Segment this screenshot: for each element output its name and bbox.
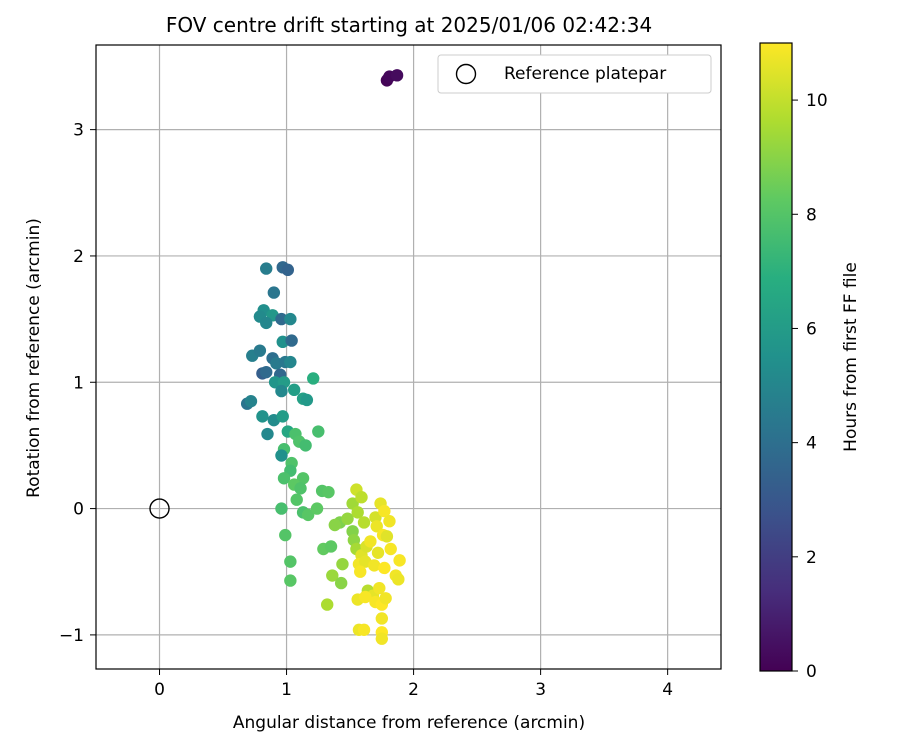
- data-point: [354, 565, 367, 578]
- data-point: [279, 528, 292, 542]
- data-point: [390, 69, 404, 82]
- data-point: [244, 395, 258, 408]
- y-axis-label: Rotation from reference (arcmin): [24, 218, 44, 498]
- data-point: [268, 376, 282, 389]
- data-point: [277, 472, 291, 485]
- data-point: [301, 508, 315, 522]
- grid-lines: [96, 45, 721, 669]
- data-point: [281, 263, 295, 277]
- colorbar-tick-label: 2: [806, 548, 817, 568]
- data-point: [380, 530, 394, 543]
- x-tick-label: 4: [662, 680, 673, 700]
- data-point: [378, 561, 391, 575]
- data-point: [371, 546, 385, 559]
- colorbar-tick-label: 8: [806, 205, 817, 225]
- data-point: [261, 427, 274, 441]
- x-tick-label: 1: [281, 680, 292, 700]
- colorbar-label: Hours from first FF file: [841, 262, 861, 452]
- data-point: [267, 286, 281, 299]
- data-point: [379, 592, 392, 605]
- y-tick-label: −1: [59, 626, 84, 646]
- data-point: [276, 410, 289, 423]
- data-point: [357, 516, 371, 529]
- data-point: [284, 312, 297, 326]
- data-point: [275, 502, 288, 515]
- data-point: [334, 576, 348, 590]
- data-point: [299, 439, 312, 452]
- scatter-points: [240, 69, 406, 645]
- data-point: [378, 504, 391, 518]
- data-point: [312, 425, 325, 438]
- y-tick-label: 2: [73, 247, 84, 267]
- data-point: [364, 535, 377, 548]
- data-point: [260, 262, 273, 275]
- data-point: [336, 557, 349, 571]
- y-axis-ticks: −1 0 1 2 3: [59, 121, 96, 646]
- data-point: [351, 506, 364, 519]
- data-point: [287, 383, 301, 397]
- data-point: [359, 590, 372, 604]
- data-point: [375, 612, 389, 625]
- data-point: [284, 355, 297, 369]
- data-point: [300, 393, 314, 407]
- data-point: [320, 598, 334, 611]
- data-point: [375, 632, 389, 645]
- data-point: [373, 581, 386, 595]
- colorbar-tick-label: 0: [806, 662, 817, 682]
- x-tick-label: 3: [535, 680, 546, 700]
- data-point: [328, 518, 342, 532]
- data-point: [275, 384, 288, 398]
- data-point: [357, 623, 371, 637]
- data-point: [260, 365, 273, 379]
- data-point: [384, 542, 397, 556]
- data-point: [355, 491, 368, 504]
- data-point: [275, 312, 288, 326]
- data-point: [324, 540, 338, 553]
- data-point: [392, 573, 405, 586]
- legend-label: Reference platepar: [504, 64, 666, 84]
- colorbar: [759, 42, 793, 672]
- data-point: [370, 520, 383, 533]
- data-point: [294, 482, 307, 495]
- data-point: [322, 485, 335, 499]
- data-point: [393, 554, 406, 567]
- x-tick-label: 0: [154, 680, 165, 700]
- chart-title: FOV centre drift starting at 2025/01/06 …: [166, 13, 652, 37]
- data-point: [307, 372, 320, 385]
- legend: Reference platepar: [437, 54, 712, 94]
- data-point: [296, 472, 310, 485]
- y-tick-label: 3: [73, 121, 84, 141]
- colorbar-tick-label: 10: [806, 91, 828, 111]
- data-point: [284, 555, 297, 568]
- data-point: [341, 512, 354, 525]
- data-point: [284, 574, 297, 587]
- data-point: [368, 559, 381, 572]
- reference-platepar-marker: [149, 498, 170, 519]
- data-point: [383, 515, 396, 528]
- data-point: [290, 493, 303, 506]
- x-axis-label: Angular distance from reference (arcmin): [233, 713, 585, 733]
- colorbar-ticks: 0 2 4 6 8 10: [792, 91, 828, 682]
- x-axis-ticks: 0 1 2 3 4: [154, 669, 673, 700]
- legend-box: [437, 54, 712, 94]
- data-point: [256, 410, 269, 423]
- data-point: [310, 502, 324, 515]
- data-point: [260, 316, 273, 330]
- y-tick-label: 0: [73, 500, 84, 520]
- plot-frame: [95, 44, 722, 670]
- colorbar-tick-label: 4: [806, 434, 817, 454]
- data-point: [285, 334, 298, 347]
- colorbar-tick-label: 6: [806, 319, 817, 339]
- y-tick-label: 1: [73, 373, 84, 393]
- legend-marker: [455, 63, 477, 85]
- data-point: [275, 449, 288, 462]
- data-point: [253, 344, 267, 357]
- x-tick-label: 2: [408, 680, 419, 700]
- data-point: [326, 569, 339, 582]
